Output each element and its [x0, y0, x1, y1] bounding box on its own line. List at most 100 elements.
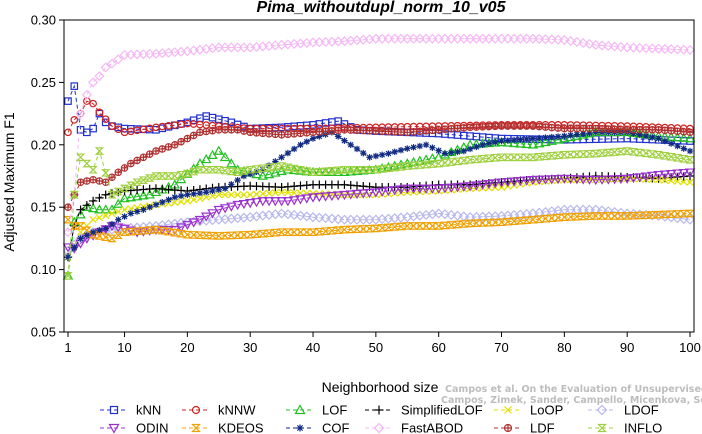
- data-point: [133, 156, 141, 165]
- data-point: [471, 219, 482, 227]
- data-point: [540, 175, 551, 185]
- data-point: [452, 220, 463, 229]
- data-point: [265, 130, 273, 138]
- data-point: [200, 212, 212, 222]
- data-point: [308, 228, 318, 236]
- data-point: [314, 212, 325, 223]
- data-point: [258, 129, 267, 138]
- data-point: [75, 153, 86, 162]
- data-point: [546, 34, 557, 45]
- data-point: [289, 228, 299, 236]
- data-point: [339, 190, 350, 201]
- data-point: [653, 170, 664, 181]
- data-point: [534, 152, 544, 161]
- data-point: [623, 126, 631, 134]
- data-point: [240, 172, 248, 180]
- data-point: [441, 150, 449, 157]
- data-point: [190, 196, 198, 204]
- data-point: [584, 149, 595, 158]
- x-tick-label: 70: [494, 340, 508, 355]
- data-point: [420, 154, 432, 164]
- data-point: [251, 230, 262, 238]
- data-point: [353, 126, 361, 135]
- data-point: [259, 190, 267, 198]
- data-point: [170, 172, 180, 180]
- data-point: [661, 176, 669, 184]
- data-point: [114, 125, 123, 134]
- data-point: [503, 153, 513, 162]
- data-point: [140, 206, 147, 213]
- data-point: [196, 194, 204, 203]
- data-point: [684, 168, 696, 178]
- data-point: [427, 184, 438, 194]
- data-point: [615, 174, 627, 185]
- data-point: [609, 212, 620, 220]
- data-point: [510, 122, 518, 130]
- data-point: [427, 153, 438, 163]
- data-point: [288, 196, 300, 206]
- data-point: [427, 160, 438, 168]
- watermark-line-2: Campos, Zimek, Sander, Campello, Micenko…: [441, 395, 702, 406]
- chart-title: Pima_withoutdupl_norm_10_v05: [257, 0, 507, 16]
- x-tick-label: 10: [117, 340, 131, 355]
- data-point: [434, 159, 444, 168]
- data-point: [320, 213, 331, 224]
- data-point: [402, 162, 412, 170]
- data-point: [358, 165, 368, 174]
- data-point: [77, 235, 84, 242]
- data-point: [597, 149, 607, 157]
- data-point: [320, 192, 331, 202]
- data-point: [578, 37, 589, 49]
- data-point: [628, 42, 639, 53]
- legend-label: SimplifiedLOF: [401, 403, 483, 418]
- data-point: [63, 272, 73, 280]
- data-point: [101, 233, 111, 241]
- data-point: [264, 229, 274, 237]
- data-point: [466, 145, 474, 153]
- data-point: [106, 58, 118, 69]
- data-point: [439, 184, 451, 194]
- data-point: [290, 145, 298, 153]
- data-point: [246, 191, 254, 199]
- data-point: [353, 191, 361, 199]
- data-point: [353, 145, 361, 153]
- legend-label: KDEOS: [218, 421, 264, 434]
- data-point: [221, 126, 229, 134]
- data-point: [647, 171, 658, 181]
- data-point: [591, 124, 600, 133]
- data-point: [485, 122, 493, 131]
- data-point: [76, 228, 85, 236]
- data-point: [565, 150, 576, 159]
- data-point: [591, 149, 601, 158]
- data-point: [577, 175, 589, 185]
- data-point: [416, 142, 424, 150]
- data-point: [127, 159, 135, 168]
- data-point: [610, 125, 619, 134]
- data-point: [628, 147, 639, 156]
- data-point: [95, 193, 104, 203]
- data-point: [139, 153, 148, 162]
- data-point: [408, 184, 419, 194]
- axes: 0.05 0.10 0.15 0.20 0.25 0.30 1 10 20 30 40 50 60 70 8…: [31, 13, 701, 356]
- data-point: [301, 194, 312, 204]
- data-point: [76, 178, 85, 187]
- series-line: [67, 131, 691, 258]
- data-point: [621, 174, 633, 184]
- data-point: [628, 173, 639, 184]
- data-point: [596, 205, 608, 216]
- data-point: [667, 127, 675, 135]
- data-point: [245, 165, 255, 174]
- data-point: [64, 253, 72, 261]
- data-point: [120, 164, 129, 172]
- data-point: [221, 185, 229, 192]
- data-point: [69, 222, 79, 230]
- data-point: [521, 216, 532, 224]
- data-point: [679, 154, 689, 163]
- data-point: [163, 172, 174, 180]
- data-point: [477, 180, 488, 190]
- data-point: [226, 202, 237, 212]
- data-point: [404, 145, 411, 152]
- data-point: [567, 176, 575, 184]
- data-point: [528, 215, 538, 224]
